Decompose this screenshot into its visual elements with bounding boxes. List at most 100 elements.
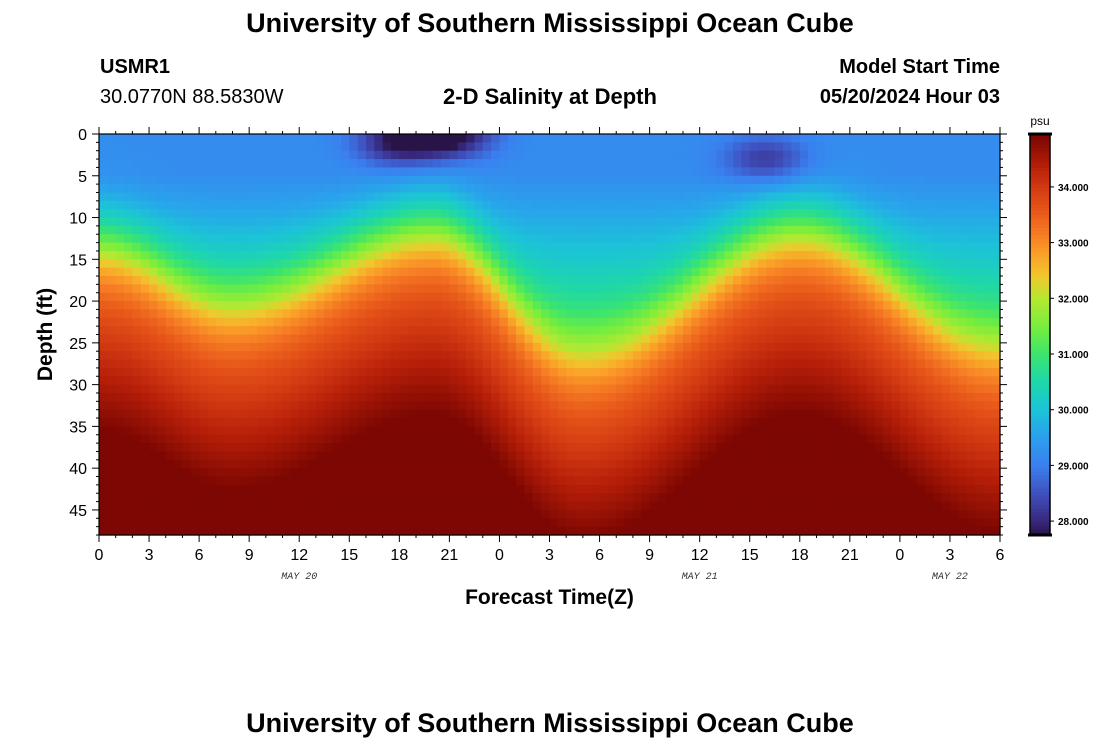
heatmap-cell bbox=[599, 301, 609, 311]
heatmap-cell bbox=[933, 484, 943, 494]
heatmap-cell bbox=[641, 150, 651, 160]
heatmap-cell bbox=[265, 367, 275, 377]
heatmap-cell bbox=[491, 418, 501, 427]
heatmap-cell bbox=[641, 484, 651, 494]
heatmap-cell bbox=[265, 134, 275, 143]
heatmap-cell bbox=[424, 242, 434, 252]
heatmap-cell bbox=[691, 142, 701, 152]
heatmap-cell bbox=[474, 518, 484, 528]
heatmap-cell bbox=[315, 234, 325, 244]
heatmap-cell bbox=[541, 184, 551, 194]
heatmap-cell bbox=[407, 426, 417, 436]
heatmap-cell bbox=[891, 376, 901, 386]
heatmap-cell bbox=[758, 200, 767, 210]
heatmap-cell bbox=[224, 509, 234, 519]
heatmap-cell bbox=[841, 392, 851, 402]
heatmap-cell bbox=[340, 250, 350, 260]
heatmap-cell bbox=[299, 459, 309, 469]
heatmap-cell bbox=[390, 225, 400, 235]
heatmap-cell bbox=[599, 459, 609, 469]
heatmap-cell bbox=[432, 134, 442, 143]
heatmap-cell bbox=[365, 159, 375, 169]
heatmap-cell bbox=[799, 317, 809, 327]
heatmap-cell bbox=[374, 317, 384, 327]
heatmap-cell bbox=[332, 134, 342, 143]
heatmap-cell bbox=[941, 476, 951, 486]
heatmap-cell bbox=[174, 451, 184, 461]
heatmap-cell bbox=[916, 334, 926, 344]
heatmap-cell bbox=[407, 484, 417, 494]
heatmap-cell bbox=[382, 326, 392, 336]
heatmap-cell bbox=[849, 392, 859, 402]
heatmap-cell bbox=[816, 142, 826, 152]
heatmap-cell bbox=[357, 401, 367, 411]
heatmap-cell bbox=[866, 217, 876, 227]
heatmap-cell bbox=[132, 334, 142, 344]
heatmap-cell bbox=[958, 367, 968, 377]
heatmap-cell bbox=[307, 359, 317, 369]
heatmap-cell bbox=[132, 234, 142, 244]
heatmap-cell bbox=[899, 225, 909, 235]
heatmap-cell bbox=[657, 392, 667, 402]
heatmap-cell bbox=[324, 284, 334, 294]
heatmap-cell bbox=[824, 509, 834, 519]
heatmap-cell bbox=[232, 401, 242, 411]
heatmap-cell bbox=[858, 359, 868, 369]
heatmap-cell bbox=[124, 192, 133, 202]
heatmap-cell bbox=[816, 175, 826, 185]
heatmap-cell bbox=[165, 476, 175, 486]
heatmap-cell bbox=[666, 351, 676, 361]
heatmap-cell bbox=[649, 234, 659, 244]
heatmap-cell bbox=[190, 309, 200, 319]
heatmap-cell bbox=[349, 225, 359, 235]
heatmap-cell bbox=[624, 309, 634, 319]
heatmap-cell bbox=[749, 142, 759, 152]
heatmap-cell bbox=[299, 159, 309, 169]
heatmap-cell bbox=[682, 142, 692, 152]
heatmap-cell bbox=[315, 434, 325, 444]
heatmap-cell bbox=[399, 209, 409, 219]
heatmap-cell bbox=[574, 434, 584, 444]
heatmap-cell bbox=[324, 376, 334, 386]
heatmap-cell bbox=[265, 426, 275, 436]
heatmap-cell bbox=[758, 518, 767, 528]
heatmap-cell bbox=[783, 409, 793, 419]
heatmap-cell bbox=[783, 501, 793, 511]
heatmap-cell bbox=[349, 518, 359, 528]
heatmap-cell bbox=[616, 426, 626, 436]
heatmap-cell bbox=[365, 459, 375, 469]
heatmap-cell bbox=[115, 284, 125, 294]
heatmap-cell bbox=[140, 167, 150, 177]
heatmap-cell bbox=[357, 326, 367, 336]
heatmap-cell bbox=[699, 142, 709, 152]
heatmap-cell bbox=[441, 501, 450, 511]
heatmap-cell bbox=[899, 309, 909, 319]
heatmap-cell bbox=[733, 175, 742, 185]
heatmap-cell bbox=[399, 392, 409, 402]
heatmap-cell bbox=[257, 476, 267, 486]
heatmap-cell bbox=[140, 493, 150, 503]
heatmap-cell bbox=[232, 451, 242, 461]
heatmap-cell bbox=[474, 317, 484, 327]
heatmap-cell bbox=[724, 409, 734, 419]
heatmap-cell bbox=[357, 359, 367, 369]
heatmap-cell bbox=[949, 276, 959, 285]
heatmap-cell bbox=[157, 175, 167, 185]
heatmap-cell bbox=[833, 334, 843, 344]
heatmap-cell bbox=[140, 259, 150, 269]
heatmap-cell bbox=[741, 409, 751, 419]
heatmap-cell bbox=[257, 401, 267, 411]
heatmap-cell bbox=[374, 384, 384, 394]
heatmap-cell bbox=[182, 142, 192, 152]
heatmap-cell bbox=[708, 434, 717, 444]
heatmap-cell bbox=[516, 184, 526, 194]
heatmap-cell bbox=[416, 334, 425, 344]
heatmap-cell bbox=[299, 234, 309, 244]
heatmap-cell bbox=[507, 192, 517, 202]
model-start-value: 05/20/2024 Hour 03 bbox=[819, 86, 1000, 108]
heatmap-cell bbox=[390, 209, 400, 219]
heatmap-cell bbox=[182, 250, 192, 260]
heatmap-cell bbox=[290, 225, 300, 235]
heatmap-cell bbox=[916, 468, 926, 478]
heatmap-cell bbox=[933, 292, 943, 302]
